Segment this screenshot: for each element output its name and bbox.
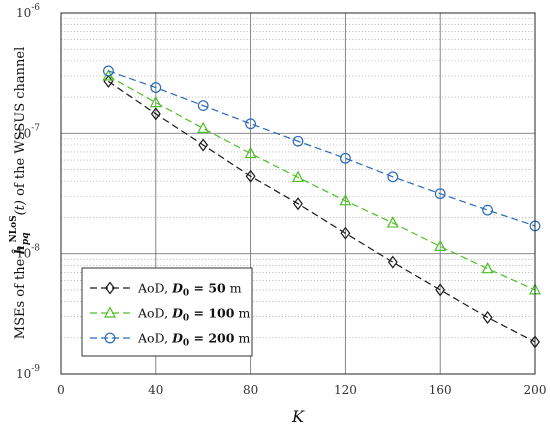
legend-marker <box>104 306 116 318</box>
legend-label: AoD, D0 = 200 m <box>137 331 250 349</box>
y-axis-title: MSEs of the ĥpqNLoS(t) of the WSSUS chan… <box>9 47 31 339</box>
legend-marker <box>104 332 116 344</box>
x-tick-label: 80 <box>243 383 258 397</box>
data-point <box>435 283 446 297</box>
legend-item: AoD, D0 = 100 m <box>90 306 250 324</box>
x-axis-title: K <box>291 407 305 426</box>
data-point <box>198 138 209 152</box>
data-point <box>434 188 446 200</box>
data-point <box>292 135 304 147</box>
series-line <box>108 80 536 343</box>
data-point <box>292 170 304 183</box>
data-point <box>339 194 352 206</box>
data-point <box>387 255 398 269</box>
data-point <box>197 121 210 133</box>
y-tick-labels: 10-9 10-8 10-7 10-6 <box>16 3 40 381</box>
y-tick-label: 10-7 <box>16 123 40 140</box>
x-tick-label: 160 <box>429 383 452 397</box>
data-point <box>197 100 209 112</box>
data-point <box>481 261 494 274</box>
series-line <box>108 70 536 227</box>
data-point <box>245 118 257 130</box>
series-diamond <box>103 74 540 349</box>
plot-frame <box>60 12 536 375</box>
data-point <box>244 146 257 159</box>
x-tick-label: 0 <box>57 383 65 397</box>
legend-item: AoD, D0 = 200 m <box>90 331 250 349</box>
data-point <box>150 107 161 121</box>
data-point <box>482 310 493 324</box>
y-axis-title-subscript: pq <box>21 232 31 245</box>
x-tick-label: 200 <box>524 383 547 397</box>
y-tick-label: 10-9 <box>16 364 40 381</box>
data-point <box>150 82 162 93</box>
y-axis-title-superscript: NLoS <box>9 215 19 242</box>
data-point <box>387 171 399 183</box>
data-point <box>245 169 256 183</box>
x-tick-label: 120 <box>334 383 357 397</box>
legend: AoD, D0 = 50 m AoD, D0 = 100 m AoD, D0 = 2… <box>81 267 253 357</box>
data-point <box>482 204 494 216</box>
legend-label: AoD, D0 = 50 m <box>137 281 242 299</box>
minor-grid <box>61 18 535 339</box>
y-axis-title-before: MSEs of the <box>13 255 28 340</box>
y-axis-title-after: of the WSSUS channel <box>13 47 28 200</box>
data-point <box>340 226 351 240</box>
series-line <box>108 75 536 291</box>
y-tick-label: 10-8 <box>16 244 40 261</box>
legend-marker <box>105 281 115 295</box>
data-point <box>434 239 447 251</box>
legend-item: AoD, D0 = 50 m <box>90 281 242 299</box>
x-tick-label: 40 <box>148 383 163 397</box>
y-axis-title-arg: (t) <box>13 200 28 215</box>
data-point <box>293 197 303 211</box>
data-point <box>386 216 399 228</box>
y-tick-label: 10-6 <box>16 3 40 20</box>
data-point <box>340 152 351 164</box>
data-point <box>149 95 162 108</box>
x-tick-labels: 0 40 80 120 160 200 <box>57 383 546 397</box>
data-point <box>102 65 114 77</box>
legend-label: AoD, D0 = 100 m <box>137 306 250 324</box>
y-axis-title-hat: ĥ <box>12 245 28 254</box>
series-circle <box>102 65 541 232</box>
